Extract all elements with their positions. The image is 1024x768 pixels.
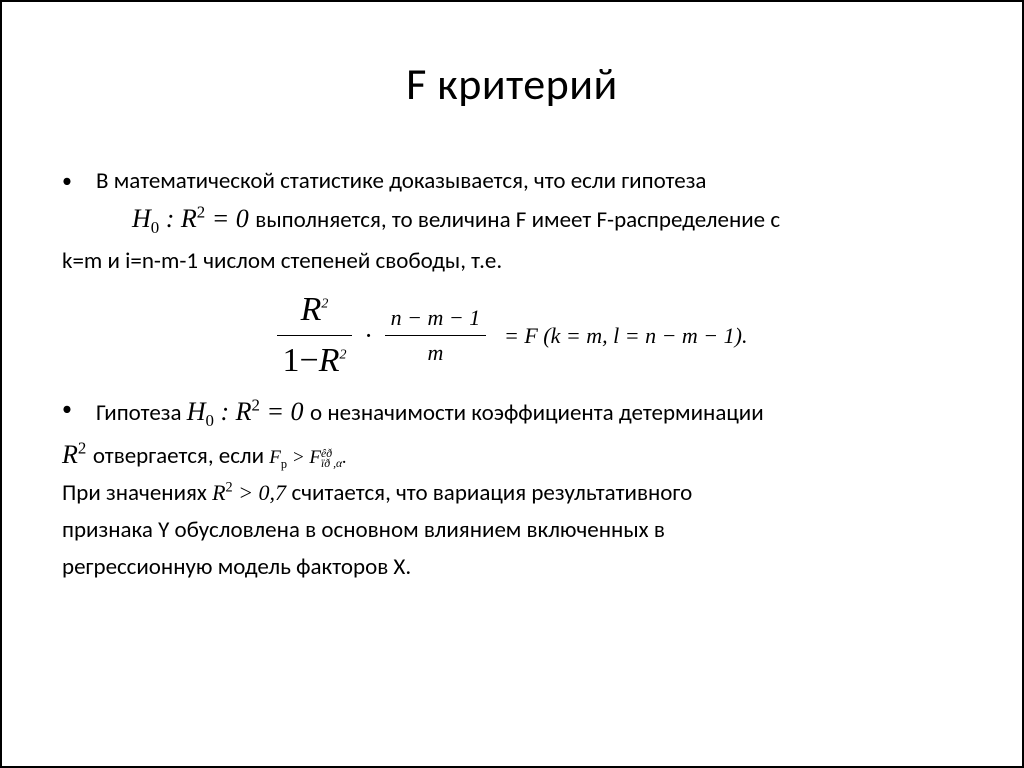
bullet-1: • В математической статистике доказывает…: [62, 166, 962, 197]
fkr-f: F: [309, 447, 321, 468]
bullet-2: • Гипотеза H0 : R2 = 0 о незначимости ко…: [62, 394, 962, 433]
frac1-den-sup: 2: [339, 348, 346, 363]
eq-zero-2: = 0: [260, 397, 304, 426]
formula-right: = F (k = m, l = n − m − 1).: [492, 323, 747, 348]
frac1-den: 1−R2: [277, 336, 353, 384]
frac2-num: n − m − 1: [385, 303, 487, 336]
fp-inequality: Fp > Fêðïð ,α.: [269, 447, 347, 468]
text-line3b: о незначимости коэффициента детерминации: [310, 399, 764, 427]
r2-sup: 2: [78, 438, 86, 457]
line4: R2 отвергается, если Fp > Fêðïð ,α.: [62, 437, 962, 472]
frac1-den-r: R: [319, 342, 340, 379]
bullet-marker-2: •: [62, 394, 96, 424]
main-formula: R2 1−R2 · n − m − 1 m = F (k = m, l = n …: [62, 287, 962, 384]
frac1-den-a: 1−: [283, 342, 319, 379]
r-sup-2: 2: [252, 395, 260, 414]
eq-zero: = 0: [205, 204, 249, 233]
text-line6: признака Y обусловлена в основном влияни…: [62, 516, 665, 544]
h-colon-2: :: [214, 397, 236, 426]
hypothesis-h0: H0 : R2 = 0: [132, 204, 255, 233]
r-sup: 2: [197, 202, 205, 221]
bullet-2-content: Гипотеза H0 : R2 = 0 о незначимости коэф…: [96, 394, 962, 433]
fkr-sub: ïð ,α: [321, 459, 342, 468]
r2-r: R: [62, 440, 78, 469]
line7: регрессионную модель факторов X.: [62, 552, 962, 583]
text-line3a: Гипотеза: [96, 399, 187, 427]
h-letter: H: [132, 204, 151, 233]
slide-body: • В математической статистике доказывает…: [62, 166, 962, 583]
line2: k=m и i=n-m-1 числом степеней свободы, т…: [62, 246, 962, 277]
fkr-dot: .: [342, 447, 347, 468]
frac2-den: m: [385, 336, 487, 368]
gt-sign: >: [287, 447, 309, 468]
formula-inline: R2 1−R2 · n − m − 1 m = F (k = m, l = n …: [277, 321, 748, 346]
line1-cont: H0 : R2 = 0 выполняется, то величина F и…: [62, 201, 962, 240]
text-line2: k=m и i=n-m-1 числом степеней свободы, т…: [62, 247, 502, 275]
h-colon: :: [159, 204, 181, 233]
h-sub: 0: [151, 218, 159, 237]
r-letter-2: R: [236, 397, 252, 426]
frac1-num-sup: 2: [321, 297, 328, 312]
hypothesis-h0-2: H0 : R2 = 0: [187, 397, 310, 426]
text-line4a: отвергается, если: [93, 442, 269, 470]
text-line1a: В математической статистике доказывается…: [96, 167, 706, 195]
text-line7: регрессионную модель факторов X.: [62, 553, 411, 581]
h-letter-2: H: [187, 397, 206, 426]
r2gt-rest: > 0,7: [233, 480, 286, 505]
line5: При значениях R2 > 0,7 считается, что ва…: [62, 478, 962, 509]
text-line5a: При значениях: [62, 479, 212, 507]
text-line1b: выполняется, то величина F имеет F-распр…: [255, 206, 780, 234]
multiply-dot: ·: [358, 321, 379, 350]
r2-gt-07: R2 > 0,7: [212, 480, 291, 505]
bullet-marker: •: [62, 166, 96, 196]
frac1-num: R2: [277, 287, 353, 336]
slide-title: F критерий: [62, 57, 962, 111]
r2gt-sup: 2: [226, 480, 233, 496]
fraction-nm: n − m − 1 m: [385, 303, 487, 367]
r2gt-r: R: [212, 480, 225, 505]
frac1-num-r: R: [301, 291, 322, 328]
fraction-r2: R2 1−R2: [277, 287, 353, 384]
r-letter: R: [181, 204, 197, 233]
slide-container: F критерий • В математической статистике…: [0, 0, 1024, 768]
line6: признака Y обусловлена в основном влияни…: [62, 515, 962, 546]
h-sub-2: 0: [206, 411, 214, 430]
bullet-1-content: В математической статистике доказывается…: [96, 166, 962, 197]
r-squared: R2: [62, 440, 93, 469]
fp-f: F: [269, 447, 281, 468]
text-line5b: считается, что вариация результативного: [292, 479, 693, 507]
